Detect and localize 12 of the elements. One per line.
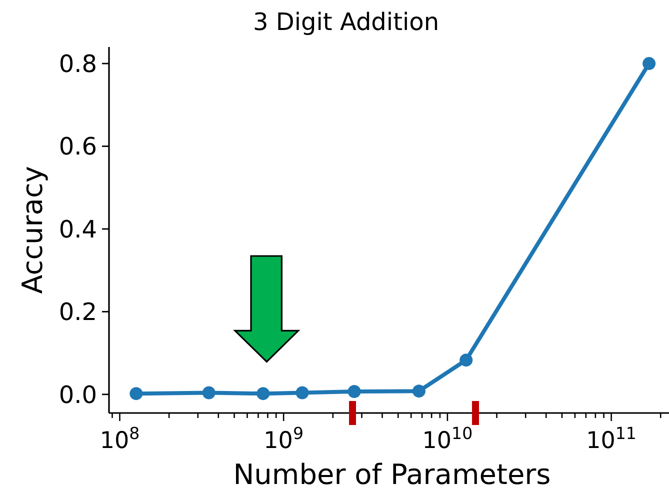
y-axis-title: Accuracy xyxy=(16,166,49,294)
x-tick-label: 10$^{10}$ xyxy=(422,424,473,454)
y-tick-label: 0.4 xyxy=(58,215,97,244)
y-tick-label: 0.0 xyxy=(58,380,97,409)
x-axis-title: Number of Parameters xyxy=(233,458,551,491)
y-tick-label: 0.2 xyxy=(58,298,97,326)
x-tick-label: 10$^{11}$ xyxy=(586,424,636,454)
chart-title: 3 Digit Addition xyxy=(252,8,440,36)
y-tick-label: 0.8 xyxy=(58,50,97,78)
x-tick-label: 10$^{9}$ xyxy=(264,424,304,454)
x-tick-label: 10$^{8}$ xyxy=(100,424,140,454)
y-tick-label: 0.6 xyxy=(58,132,97,161)
